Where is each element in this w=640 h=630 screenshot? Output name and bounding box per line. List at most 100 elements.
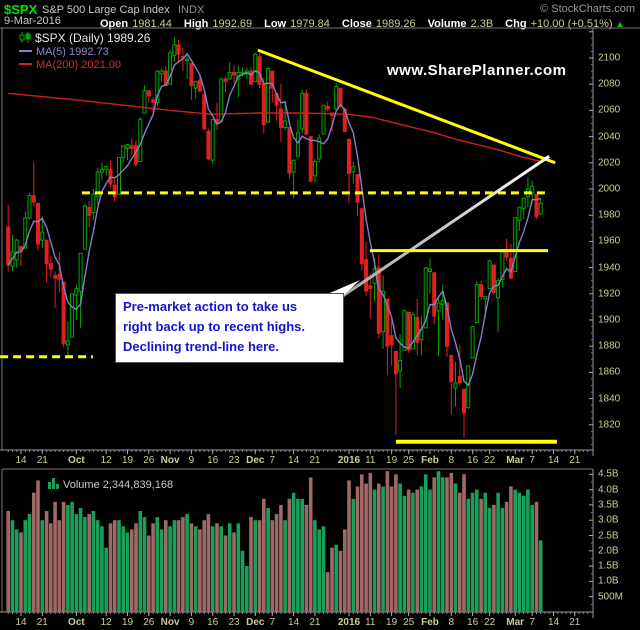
price-tick-label: 1880 — [598, 340, 621, 352]
watermark: www.SharePlanner.com — [387, 62, 567, 79]
date-tick-label: 16 — [207, 617, 219, 628]
price-tick-label: 1900 — [598, 314, 621, 326]
date-tick-label: 21 — [36, 455, 48, 466]
ohlc-field-label: Open — [100, 18, 129, 30]
price-tick-label: 1920 — [598, 288, 621, 300]
date-tick-label: 14 — [15, 617, 27, 628]
date-tick-label: 14 — [288, 617, 300, 628]
date-tick-label: 14 — [15, 455, 27, 466]
date-tick-label: 14 — [547, 617, 560, 628]
date-tick-label: 25 — [403, 617, 415, 628]
date-tick-label: 19 — [121, 617, 134, 628]
date-tick-label: Dec — [246, 617, 265, 628]
date-tick-label: 2016 — [337, 617, 361, 628]
ohlc-field-label: Close — [341, 18, 372, 30]
volume-legend-row: Volume 2,344,839,168 — [48, 478, 173, 491]
price-tick-label: 1980 — [598, 209, 621, 221]
ohlc-field-label: High — [183, 18, 209, 30]
date-tick-label: 23 — [228, 455, 240, 466]
chart-legend: $SPX (Daily) 1989.26 MA(5) 1992.73 MA(20… — [19, 31, 150, 71]
legend-ma5: MA(5) 1992.73 — [36, 46, 109, 58]
volume-tick-label: 2.5B — [598, 530, 619, 541]
price-tick-label: 1940 — [598, 262, 621, 274]
price-tick-label: 2020 — [598, 157, 621, 169]
legend-title-row: $SPX (Daily) 1989.26 — [19, 31, 150, 45]
date-tick-label: 22 — [484, 617, 496, 628]
date-tick-label: 11 — [365, 455, 376, 466]
change-up-arrow: ▲ — [615, 19, 625, 29]
volume-tick-label: 4.5B — [598, 468, 619, 480]
volume-tick-label: 3.5B — [598, 499, 619, 511]
volume-tick-label: 1.0B — [598, 575, 619, 587]
date-tick-label: 12 — [100, 455, 112, 466]
ohlc-field-value: 1989.26 — [375, 18, 416, 30]
volume-tick-label: 500M — [598, 591, 624, 603]
ohlc-field-label: Volume — [427, 18, 467, 30]
date-tick-label: Oct — [68, 617, 85, 628]
price-tick-label: 2080 — [598, 78, 621, 90]
date-tick-label: 21 — [569, 455, 581, 466]
date-tick-label: 7 — [269, 455, 276, 466]
date-tick-label: 25 — [403, 455, 415, 466]
ohlc-field-label: Low — [264, 18, 287, 30]
date-tick-label: 22 — [484, 455, 496, 466]
annotation-callout: Pre-market action to take us right back … — [115, 293, 344, 363]
date-tick-label: 2016 — [337, 455, 361, 466]
price-tick-label: 1820 — [598, 419, 621, 431]
date-tick-label: 11 — [365, 617, 376, 628]
ohlc-fields: Open 1981.44 High 1992.69 Low 1979.84 Close 198… — [88, 14, 624, 32]
index-name: S&P 500 Large Cap Index — [42, 4, 170, 16]
price-tick-label: 1960 — [598, 235, 621, 247]
stockcharts-copyright: © StockCharts.com — [540, 3, 635, 15]
date-tick-label: 9 — [188, 617, 195, 628]
date-tick-label: Mar — [506, 617, 525, 628]
date-tick-label: Nov — [160, 617, 180, 628]
legend-ma200: MA(200) 2021.00 — [36, 59, 121, 71]
legend-ma200-row: MA(200) 2021.00 — [19, 59, 150, 71]
date-tick-label: Feb — [421, 617, 439, 628]
ohlc-field-value: 1992.69 — [212, 18, 253, 30]
volume-bars-icon — [48, 478, 59, 489]
annotation-line-1: Pre-market action to take us — [123, 299, 298, 314]
date-tick-label: 21 — [36, 617, 48, 628]
ma200-line-icon — [19, 63, 32, 65]
date-tick-label: 21 — [569, 617, 581, 628]
volume-tick-label: 4.0B — [598, 484, 619, 496]
candlestick-icon — [19, 32, 31, 43]
date-tick-label: 21 — [309, 617, 321, 628]
date-tick-label: 19 — [386, 455, 398, 466]
date-tick-label: 12 — [100, 617, 112, 628]
date-tick-label: 7 — [529, 617, 535, 628]
volume-tick-label: 1.5B — [598, 560, 619, 572]
date-tick-label: 19 — [386, 617, 398, 628]
date-tick-label: 14 — [288, 455, 300, 466]
price-tick-label: 2060 — [598, 104, 621, 116]
price-tick-label: 2040 — [598, 131, 621, 143]
date-tick-label: Dec — [246, 455, 265, 466]
date-tick-label: 14 — [547, 455, 560, 466]
volume-tick-label: 2.0B — [598, 545, 619, 557]
exchange-label: INDX — [178, 4, 205, 16]
date-tick-label: 7 — [269, 617, 276, 628]
ohlc-field-value: 1979.84 — [290, 18, 330, 30]
ohlc-field-label: Chg — [505, 18, 527, 30]
date-tick-label: 16 — [207, 455, 219, 466]
legend-ma5-row: MA(5) 1992.73 — [19, 46, 150, 58]
date-tick-label: 23 — [228, 617, 240, 628]
date-tick-label: 16 — [467, 455, 479, 466]
volume-tick-label: 3.0B — [598, 514, 619, 526]
date-tick-label: 9 — [188, 455, 195, 466]
quote-date: 9-Mar-2016 — [4, 15, 61, 27]
date-tick-label: 7 — [529, 455, 535, 466]
price-tick-label: 2000 — [598, 183, 621, 195]
date-tick-label: Mar — [506, 455, 525, 466]
date-tick-label: Oct — [68, 455, 85, 466]
date-tick-label: 21 — [309, 455, 321, 466]
date-tick-label: 26 — [143, 617, 155, 628]
ma5-line-icon — [19, 50, 32, 52]
date-tick-label: 16 — [467, 617, 479, 628]
annotation-line-3: Declining trend-line here. — [123, 339, 280, 354]
date-tick-label: Feb — [421, 455, 439, 466]
